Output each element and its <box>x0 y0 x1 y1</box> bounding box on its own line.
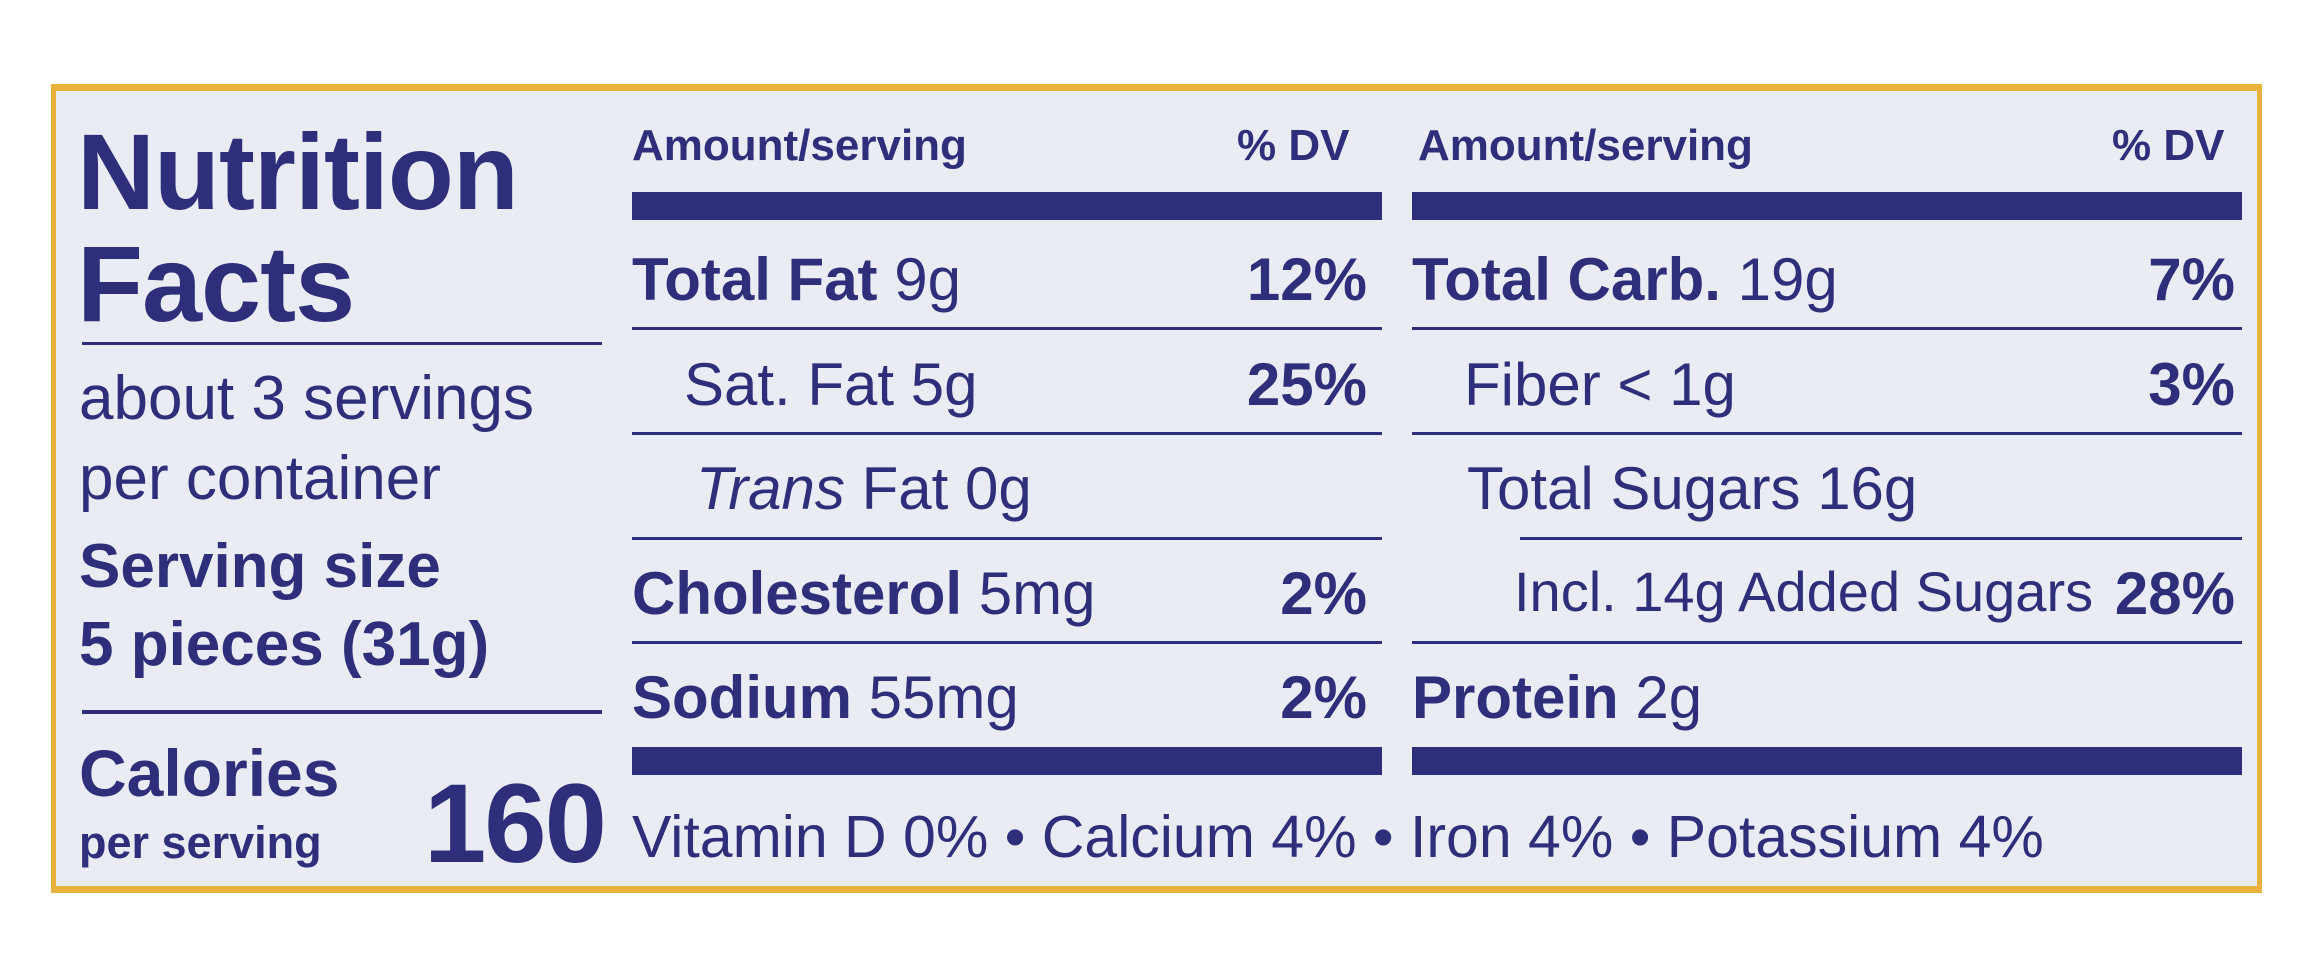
dv-total-carb: 7% <box>2148 246 2235 313</box>
row-total-fat: Total Fat 9g <box>632 246 961 313</box>
right-header-dv: % DV <box>2112 121 2225 170</box>
dv-total-fat: 12% <box>1246 246 1367 313</box>
calories-value: 160 <box>424 761 607 886</box>
divider <box>1520 537 2242 540</box>
divider <box>632 432 1382 435</box>
row-total-carb: Total Carb. 19g <box>1412 246 1838 313</box>
divider <box>632 537 1382 540</box>
servings-line-2: per container <box>79 444 441 513</box>
calories-label: Calories <box>79 736 340 810</box>
dv-sat-fat: 25% <box>1246 351 1367 418</box>
row-sodium: Sodium 55mg <box>632 664 1019 731</box>
row-total-sugars: Total Sugars 16g <box>1467 455 1918 522</box>
thick-rule <box>632 192 1382 220</box>
title-facts: Facts <box>77 223 355 344</box>
left-header-amount: Amount/serving <box>632 121 967 170</box>
dv-added-sugars: 28% <box>2114 560 2235 627</box>
divider <box>1412 432 2242 435</box>
serving-size-label: Serving size <box>79 532 441 601</box>
thick-rule <box>1412 192 2242 220</box>
title-nutrition: Nutrition <box>77 111 519 232</box>
per-serving-label: per serving <box>79 817 322 868</box>
row-fiber: Fiber < 1g <box>1464 351 1736 418</box>
row-sat-fat: Sat. Fat 5g <box>684 351 978 418</box>
dv-sodium: 2% <box>1280 664 1367 731</box>
row-protein: Protein 2g <box>1412 664 1703 731</box>
row-cholesterol: Cholesterol 5mg <box>632 560 1096 627</box>
divider <box>632 641 1382 644</box>
row-added-sugars: Incl. 14g Added Sugars <box>1514 560 2094 623</box>
thick-rule <box>1412 747 2242 775</box>
right-header-amount: Amount/serving <box>1418 121 1753 170</box>
vitamins-footer: Vitamin D 0% • Calcium 4% • Iron 4% • Po… <box>632 804 2044 870</box>
row-trans-fat: Trans Fat 0g <box>696 455 1032 522</box>
divider <box>632 327 1382 330</box>
divider <box>82 342 602 345</box>
dv-fiber: 3% <box>2148 351 2235 418</box>
thick-rule <box>632 747 1382 775</box>
divider <box>1412 327 2242 330</box>
divider <box>1412 641 2242 644</box>
divider <box>82 710 602 714</box>
dv-cholesterol: 2% <box>1280 560 1367 627</box>
serving-size-value: 5 pieces (31g) <box>79 610 490 679</box>
left-header-dv: % DV <box>1237 121 1350 170</box>
servings-line-1: about 3 servings <box>79 364 534 433</box>
